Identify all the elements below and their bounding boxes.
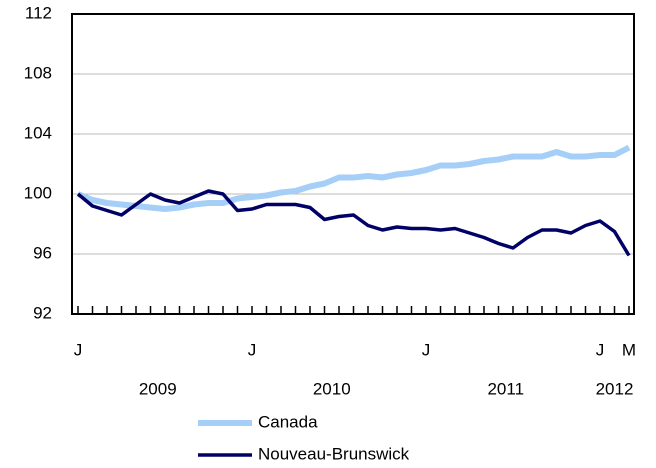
x-group-label: 2011 — [487, 379, 524, 398]
y-tick-label: 104 — [24, 123, 52, 142]
x-tick-label: J — [74, 340, 83, 359]
y-tick-label: 108 — [24, 63, 52, 82]
x-group-label: 2009 — [139, 379, 177, 398]
plot-frame — [71, 13, 635, 315]
y-tick-label: 100 — [24, 183, 52, 202]
x-tick-label: J — [596, 340, 605, 359]
y-tick-label: 92 — [33, 303, 52, 322]
legend-label: Nouveau-Brunswick — [258, 444, 410, 463]
x-tick-label: J — [422, 340, 431, 359]
x-group-label: 2012 — [596, 379, 634, 398]
series-line — [76, 144, 631, 212]
x-group-label: 2010 — [313, 379, 351, 398]
y-tick-label: 112 — [25, 3, 52, 22]
x-tick-label: M — [622, 340, 636, 359]
legend-label: Canada — [258, 412, 318, 431]
x-tick-label: J — [248, 340, 257, 359]
y-tick-label: 96 — [33, 243, 52, 262]
series-line — [76, 189, 631, 257]
